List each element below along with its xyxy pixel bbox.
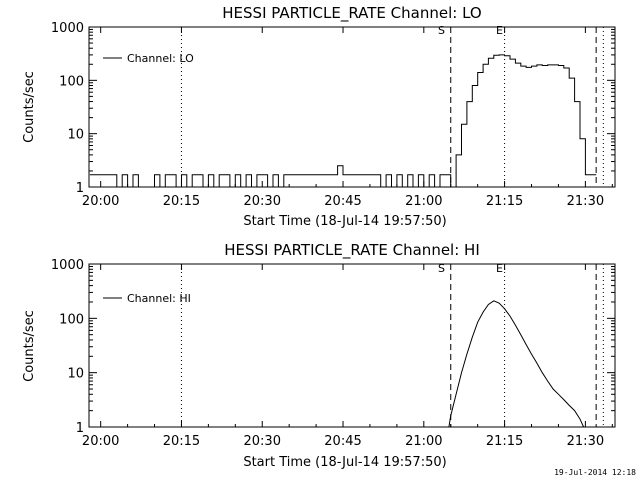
x-axis-label-lo: Start Time (18-Jul-14 19:57:50) <box>243 214 446 229</box>
chart-title-lo: HESSI PARTICLE_RATE Channel: LO <box>222 4 481 23</box>
end-marker-label-lo: E <box>496 24 503 37</box>
x-tick-label: 20:45 <box>324 194 361 209</box>
x-axis-label-hi: Start Time (18-Jul-14 19:57:50) <box>243 455 446 470</box>
chart-title-hi: HESSI PARTICLE_RATE Channel: HI <box>224 241 480 260</box>
x-tick-label: 21:00 <box>405 434 442 449</box>
legend-label-hi: Channel: HI <box>127 292 191 305</box>
legend-lo: Channel: LO <box>103 52 194 65</box>
timestamp-footer: 19-Jul-2014 12:18 <box>554 468 636 477</box>
x-tick-label: 21:15 <box>486 194 523 209</box>
series-line-lo <box>89 54 597 188</box>
x-tick-label: 20:15 <box>163 194 200 209</box>
y-tick-label: 100 <box>59 74 84 89</box>
start-marker-label-hi: S <box>438 262 445 275</box>
plot-frame-hi <box>88 263 616 428</box>
plot-frame-lo <box>88 26 616 188</box>
legend-label-lo: Channel: LO <box>127 52 194 65</box>
x-tick-label: 21:15 <box>486 434 523 449</box>
x-tick-label: 20:00 <box>82 434 119 449</box>
y-tick-label: 10 <box>67 128 84 143</box>
chart-panel-hi: HESSI PARTICLE_RATE Channel: HI Counts/s… <box>22 241 616 470</box>
chart-panel-lo: HESSI PARTICLE_RATE Channel: LO Counts/s… <box>22 4 616 229</box>
y-tick-label: 100 <box>59 312 84 327</box>
x-tick-label: 20:30 <box>244 194 281 209</box>
start-marker-label-lo: S <box>438 24 445 37</box>
x-tick-label: 20:30 <box>244 434 281 449</box>
x-tick-label: 20:00 <box>82 194 119 209</box>
y-tick-label: 10 <box>67 367 84 382</box>
y-tick-label: 1 <box>76 181 84 196</box>
end-marker-label-hi: E <box>496 262 503 275</box>
series-line-hi <box>448 300 585 428</box>
y-axis-label-hi: Counts/sec <box>22 310 37 382</box>
legend-hi: Channel: HI <box>103 292 191 305</box>
y-tick-label: 1000 <box>51 258 84 273</box>
x-tick-label: 20:45 <box>324 434 361 449</box>
y-axis-label-lo: Counts/sec <box>22 71 37 143</box>
x-tick-label: 21:00 <box>405 194 442 209</box>
x-tick-label: 20:15 <box>163 434 200 449</box>
x-tick-label: 21:30 <box>567 434 604 449</box>
y-tick-label: 1 <box>76 421 84 436</box>
x-tick-label: 21:30 <box>567 194 604 209</box>
y-tick-label: 1000 <box>51 21 84 36</box>
